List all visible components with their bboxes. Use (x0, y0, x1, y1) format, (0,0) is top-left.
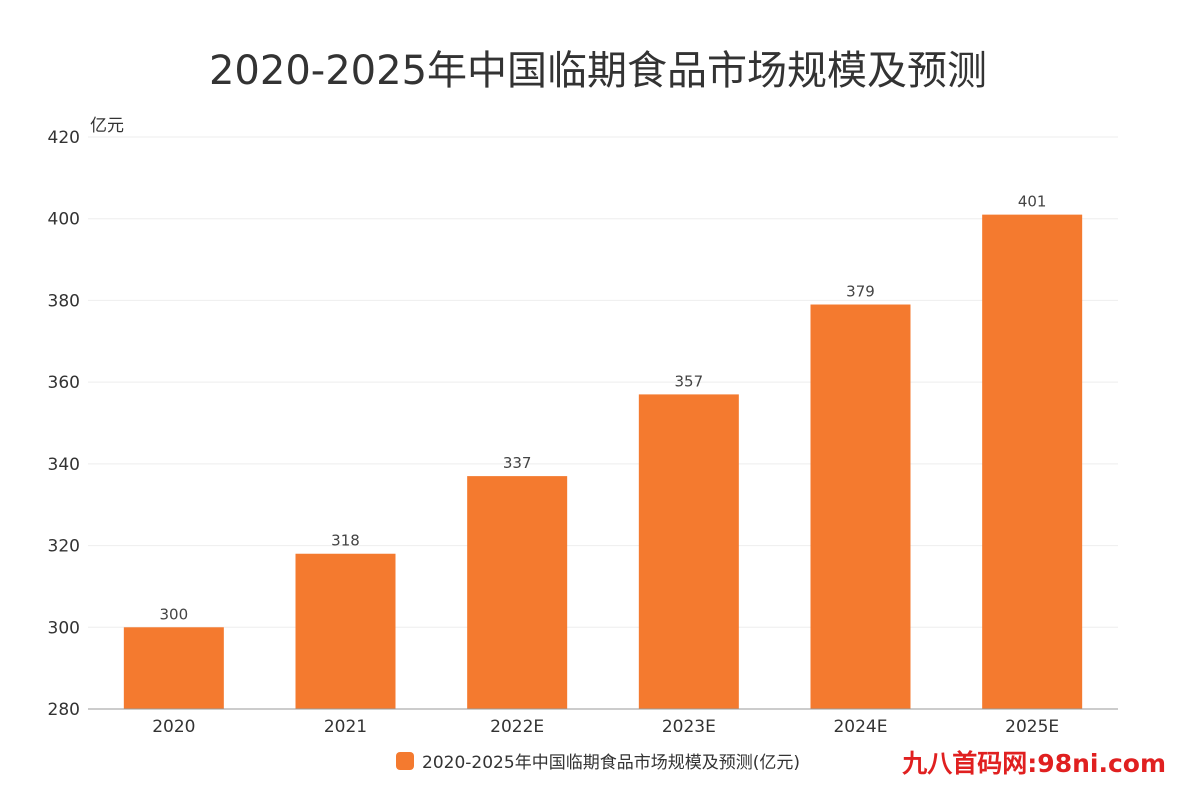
x-tick-label-2020: 2020 (152, 717, 195, 737)
bar-2020 (123, 627, 224, 709)
data-label-2020: 300 (160, 605, 189, 623)
x-axis-ticks: 2020 2021 2022E 2023E 2024E 2025E (152, 717, 1059, 737)
bar-2022E (467, 476, 568, 709)
y-axis-ticks: 280 300 320 340 360 380 400 420 (48, 128, 80, 720)
x-tick-label-2025E: 2025E (1005, 717, 1059, 737)
bar-2023E (638, 394, 739, 709)
y-tick-label: 360 (48, 373, 80, 393)
legend-swatch (396, 751, 415, 770)
y-tick-label: 300 (48, 618, 80, 638)
bar-2021 (295, 553, 396, 709)
y-axis-unit-label: 亿元 (90, 116, 124, 136)
data-label-2023E: 357 (675, 372, 704, 390)
grid-lines (88, 136, 1118, 628)
data-label-2025E: 401 (1018, 193, 1047, 211)
y-tick-label: 420 (48, 128, 80, 148)
bar-2024E (810, 304, 911, 709)
x-tick-label-2024E: 2024E (833, 717, 887, 737)
bars: 300 318 337 357 379 401 (123, 193, 1083, 709)
y-tick-label: 340 (48, 455, 80, 475)
data-label-2021: 318 (331, 532, 360, 550)
y-tick-label: 380 (48, 291, 80, 311)
legend-label: 2020-2025年中国临期食品市场规模及预测(亿元) (422, 753, 800, 773)
y-tick-label: 320 (48, 537, 80, 557)
legend: 2020-2025年中国临期食品市场规模及预测(亿元) (0, 748, 1196, 773)
data-label-2022E: 337 (503, 454, 532, 472)
bar-2025E (982, 214, 1083, 709)
y-tick-label: 280 (48, 700, 80, 720)
x-tick-label-2022E: 2022E (490, 717, 544, 737)
x-tick-label-2023E: 2023E (662, 717, 716, 737)
watermark-text: 九八首码网:98ni.com (902, 749, 1166, 778)
x-tick-label-2021: 2021 (324, 717, 367, 737)
data-label-2024E: 379 (846, 283, 875, 301)
y-tick-label: 400 (48, 210, 80, 230)
chart-title: 2020-2025年中国临期食品市场规模及预测 (208, 48, 988, 94)
